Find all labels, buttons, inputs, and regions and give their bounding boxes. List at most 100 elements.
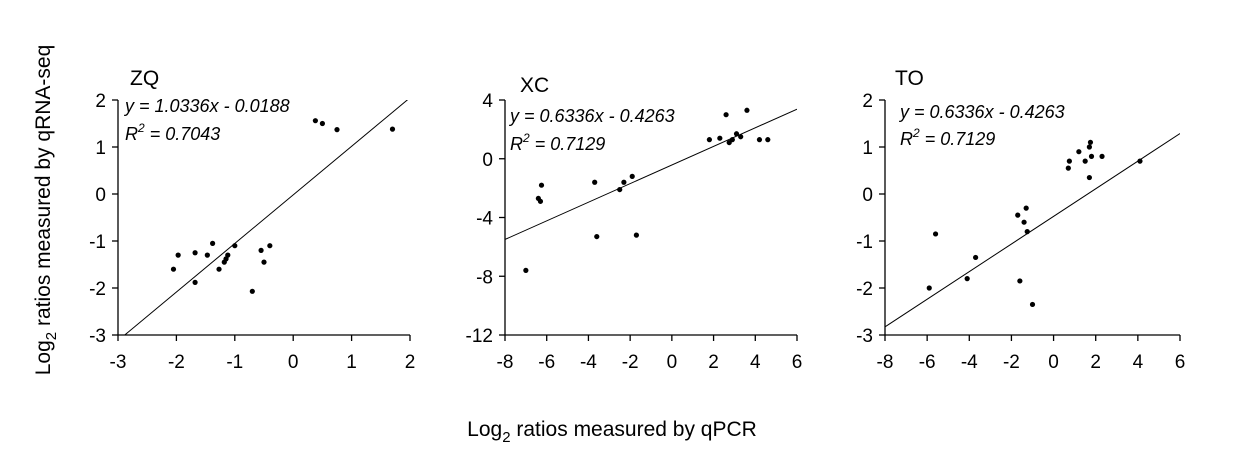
y-tick-label: 1 xyxy=(95,138,106,159)
data-point xyxy=(216,266,222,272)
regression-line xyxy=(885,133,1180,328)
r-squared-label: R2 = 0.7129 xyxy=(900,126,995,149)
data-point xyxy=(192,279,198,285)
chart-panel-zq: -3 -2 -1 0 1 2 -3 -2 -1 0 1 2 ZQ y = 1.0336x - 0.0188… xyxy=(89,67,415,373)
data-point xyxy=(1088,153,1095,159)
x-axis-title: Log2 ratios measured by qPCR xyxy=(467,418,757,446)
data-point xyxy=(1015,212,1021,218)
x-tick-label: -8 xyxy=(877,352,894,373)
y-tick-label: 1 xyxy=(862,138,873,159)
data-point xyxy=(1066,158,1072,164)
data-point xyxy=(1076,149,1082,155)
r-squared-label: R2 = 0.7129 xyxy=(510,131,605,154)
data-point xyxy=(312,118,318,124)
data-point xyxy=(1024,229,1030,235)
data-point xyxy=(765,137,771,143)
data-point xyxy=(334,127,340,133)
y-axis-title-log: Log xyxy=(32,340,55,375)
data-point xyxy=(538,182,545,188)
y-tick-label: 0 xyxy=(482,150,493,171)
data-point xyxy=(744,107,750,113)
r-squared-value: = 0.7043 xyxy=(145,124,221,144)
r-squared-sup: 2 xyxy=(912,126,920,140)
data-point xyxy=(723,112,729,118)
x-tick-label: -4 xyxy=(961,352,978,373)
panel-title: XC xyxy=(520,74,549,97)
y-axis-title: Log2 ratios measured by qRNA-seq xyxy=(32,45,60,376)
y-tick-label: -8 xyxy=(476,267,493,288)
y-tick-label: 0 xyxy=(95,185,106,206)
y-tick-label: -3 xyxy=(89,326,106,347)
x-tick-label: 6 xyxy=(1175,352,1186,373)
x-axis-title-rest: ratios measured by qPCR xyxy=(511,418,757,441)
x-tick-label: -1 xyxy=(226,352,243,373)
data-point xyxy=(594,233,600,240)
r-squared-sup: 2 xyxy=(137,121,145,135)
x-tick-label: -8 xyxy=(497,352,514,373)
chart-panel-to: -8 -6 -4 -2 0 2 4 6 -3 -2 -1 0 1 2 TO y = 0.6336x - 0.4… xyxy=(856,67,1185,373)
data-point xyxy=(717,135,723,141)
data-point xyxy=(1137,158,1143,164)
data-point xyxy=(973,254,979,261)
data-point xyxy=(633,232,640,238)
data-point xyxy=(232,243,238,249)
x-tick-label: 4 xyxy=(750,352,761,373)
data-point xyxy=(210,240,216,246)
data-point xyxy=(964,276,970,282)
data-point xyxy=(258,247,264,253)
data-point xyxy=(319,120,325,127)
x-tick-label: 0 xyxy=(667,352,678,373)
data-point xyxy=(729,137,735,143)
x-tick-label: -2 xyxy=(168,352,185,373)
r-squared-value: = 0.7129 xyxy=(530,134,606,154)
x-tick-label: -2 xyxy=(1003,352,1020,373)
data-point xyxy=(389,126,396,132)
data-point xyxy=(1099,153,1105,159)
data-point xyxy=(1086,144,1092,150)
panel-title: ZQ xyxy=(130,67,159,90)
x-tick-label: 0 xyxy=(1048,352,1059,373)
data-point xyxy=(204,252,210,258)
y-tick-label: -12 xyxy=(466,326,493,347)
r-squared-sup: 2 xyxy=(522,131,530,145)
regression-equation: y = 1.0336x - 0.0188 xyxy=(123,96,290,116)
data-point xyxy=(733,131,740,137)
x-tick-label: 0 xyxy=(288,352,299,373)
data-point xyxy=(1021,219,1027,225)
data-point xyxy=(537,198,544,204)
regression-line xyxy=(124,100,409,335)
data-point xyxy=(1082,158,1088,164)
y-tick-label: 0 xyxy=(862,185,873,206)
x-tick-label: 2 xyxy=(708,352,719,373)
r-squared-r: R xyxy=(510,134,523,154)
x-tick-label: 2 xyxy=(1090,352,1101,373)
y-axis-title-sub: 2 xyxy=(43,332,60,340)
data-point xyxy=(1029,301,1036,308)
panels: -3 -2 -1 0 1 2 -3 -2 -1 0 1 2 ZQ y = 1.0336x - 0.0188… xyxy=(89,67,1185,373)
data-point xyxy=(1086,174,1092,181)
regression-equation: y = 0.6336x - 0.4263 xyxy=(508,106,675,126)
r-squared-value: = 0.7129 xyxy=(920,129,996,149)
r-squared-r: R xyxy=(125,124,138,144)
data-point xyxy=(249,288,255,294)
r-squared-label: R2 = 0.7043 xyxy=(125,121,220,144)
data-point xyxy=(261,259,267,265)
data-point xyxy=(192,250,198,256)
data-point xyxy=(1087,139,1094,145)
x-tick-label: 2 xyxy=(405,352,416,373)
y-tick-label: -4 xyxy=(476,209,493,230)
data-point xyxy=(738,134,744,140)
data-point xyxy=(621,179,627,185)
x-tick-label: -3 xyxy=(110,352,127,373)
panel-title: TO xyxy=(895,67,924,90)
r-squared-r: R xyxy=(900,129,913,149)
y-tick-label: -2 xyxy=(89,279,106,300)
data-point xyxy=(1023,205,1029,211)
x-tick-label: -6 xyxy=(919,352,936,373)
x-tick-label: 4 xyxy=(1133,352,1144,373)
x-tick-label: -2 xyxy=(622,352,639,373)
data-point xyxy=(617,186,623,193)
data-point xyxy=(1065,165,1071,171)
